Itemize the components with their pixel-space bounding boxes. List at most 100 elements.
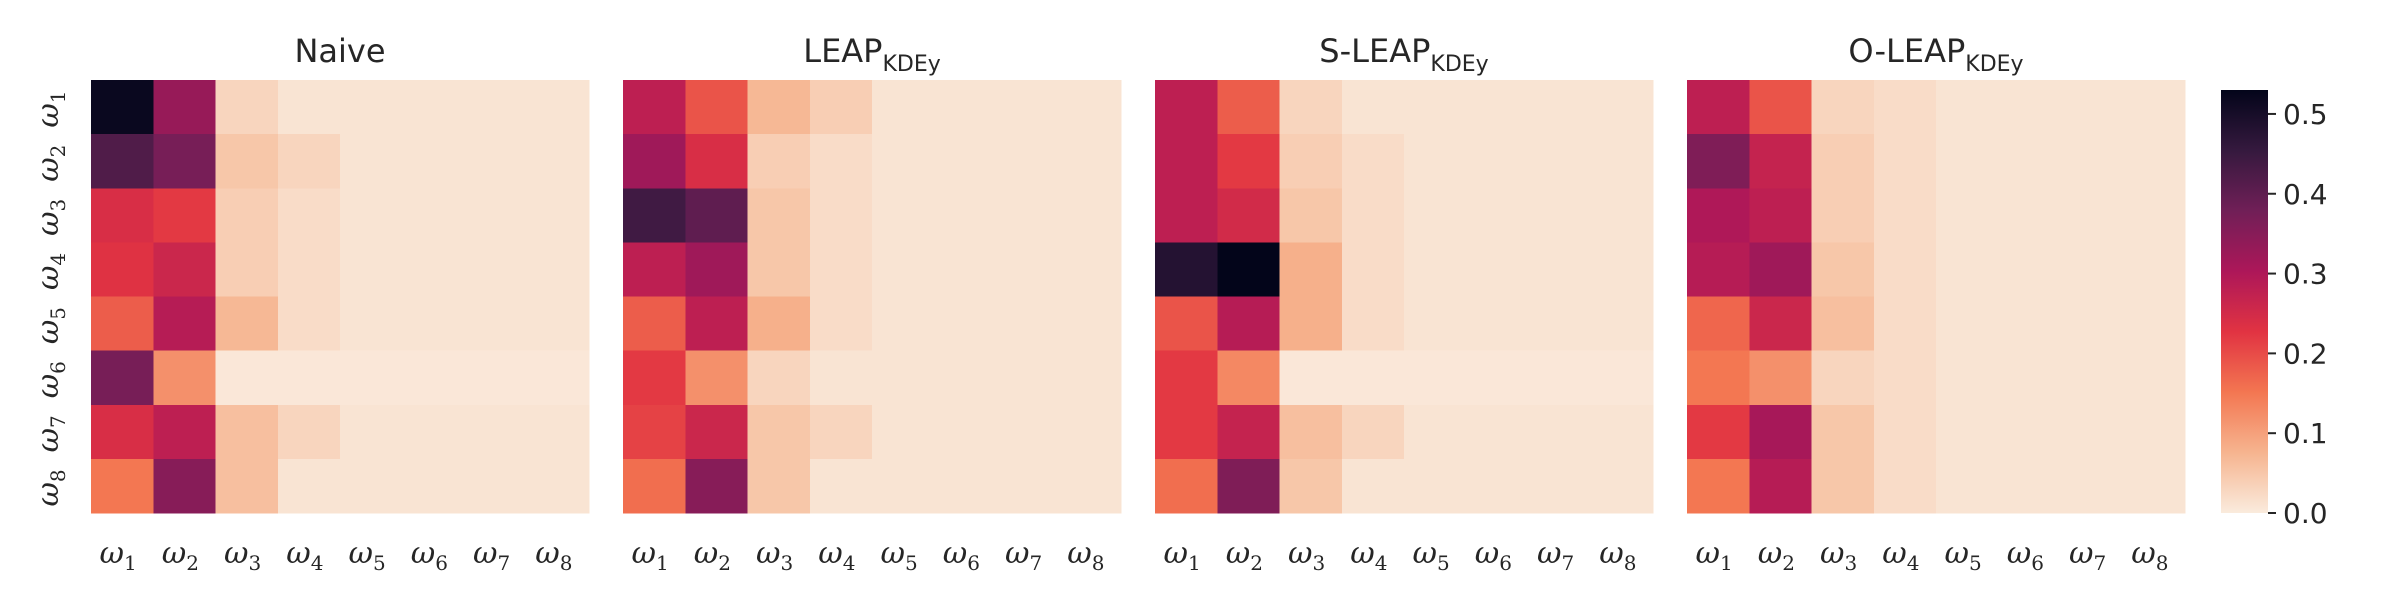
heatmap-cell (1404, 80, 1467, 135)
heatmap-cell (402, 188, 466, 243)
heatmap-cell (1341, 458, 1405, 514)
heatmap-cell (91, 350, 154, 406)
heatmap-cell (1749, 296, 1813, 352)
y-tick-label: ω7 (31, 415, 70, 452)
heatmap-cell (1687, 188, 1750, 243)
heatmap-cell (2122, 350, 2186, 406)
heatmap-cell (1279, 188, 1343, 243)
heatmap-cell (402, 404, 466, 460)
x-tick-label: ω2 (162, 536, 199, 575)
heatmap-cell (1936, 458, 1999, 514)
heatmap-cell (934, 188, 998, 243)
x-tick-label-base: ω (943, 536, 967, 571)
heatmap-cell (1873, 134, 1937, 189)
heatmap-cell (2060, 296, 2124, 352)
y-tick-label-base: ω (31, 103, 66, 127)
heatmap-cell (685, 350, 749, 406)
heatmap-cell (1404, 404, 1467, 460)
colorbar-tick-label: 0.4 (2283, 178, 2328, 211)
heatmap-cell (1466, 134, 1530, 189)
x-tick-label-subscript: 3 (1312, 551, 1325, 575)
heatmap-cell (1058, 350, 1122, 406)
panel-title: O-LEAPKDEy (1848, 32, 2023, 77)
heatmap-cell (1058, 188, 1122, 243)
heatmap-cell (1404, 242, 1467, 298)
heatmap-cell (1528, 350, 1592, 406)
y-tick-label: ω4 (31, 253, 70, 290)
heatmap-cell (1873, 350, 1937, 406)
x-tick-label: ω1 (100, 536, 137, 575)
heatmap-cell (934, 458, 998, 514)
x-tick-label-subscript: 2 (718, 551, 731, 575)
x-tick-label: ω1 (1164, 536, 1201, 575)
x-tick-label-base: ω (1537, 536, 1561, 571)
y-tick-label-subscript: 2 (46, 145, 70, 158)
colorbar-tick-label: 0.3 (2283, 258, 2328, 291)
heatmap-cell (1749, 458, 1813, 514)
heatmap-cell (526, 296, 590, 352)
x-tick-label-base: ω (632, 536, 656, 571)
x-tick-label-subscript: 7 (497, 551, 510, 575)
y-tick-label: ω3 (31, 199, 70, 236)
heatmap-cell (1998, 188, 2062, 243)
heatmap-cell (934, 350, 998, 406)
heatmap-cell (215, 188, 279, 243)
x-tick-label-base: ω (1067, 536, 1091, 571)
heatmap-cell (1873, 80, 1937, 135)
x-tick-label-subscript: 4 (311, 551, 324, 575)
x-tick-label: ω6 (2007, 536, 2044, 575)
heatmap-cell (1528, 80, 1592, 135)
heatmap-cell (685, 242, 749, 298)
x-tick-label-subscript: 5 (905, 551, 918, 575)
heatmap-cell (996, 134, 1060, 189)
heatmap-cell (1936, 404, 1999, 460)
heatmap-cell (747, 350, 811, 406)
heatmap-cell (1873, 242, 1937, 298)
heatmap-cell (1811, 404, 1875, 460)
heatmap-cell (1341, 80, 1405, 135)
heatmap-cell (1528, 404, 1592, 460)
x-tick-label: ω3 (1288, 536, 1325, 575)
x-tick-label: ω7 (473, 536, 510, 575)
y-tick-label-subscript: 8 (46, 469, 70, 482)
heatmap-cell (1749, 404, 1813, 460)
heatmap-cell (2060, 242, 2124, 298)
heatmap-cell (277, 350, 341, 406)
y-tick-label-subscript: 5 (46, 307, 70, 320)
heatmap-cell (1341, 404, 1405, 460)
x-tick-label: ω4 (818, 536, 855, 575)
heatmap-cell (340, 80, 403, 135)
x-tick-label: ω2 (1226, 536, 1263, 575)
heatmap-cell (1404, 458, 1467, 514)
heatmap-cell (934, 242, 998, 298)
heatmap-cell (153, 80, 217, 135)
heatmap-cell (1749, 242, 1813, 298)
heatmap-cell (1058, 458, 1122, 514)
heatmap-cell (623, 134, 686, 189)
x-tick-label-subscript: 2 (186, 551, 199, 575)
heatmap-cell (1217, 188, 1281, 243)
x-tick-label-base: ω (2069, 536, 2093, 571)
heatmap-cell (872, 188, 935, 243)
heatmap-cell (1341, 242, 1405, 298)
x-tick-label: ω8 (2131, 536, 2168, 575)
heatmap-cell (1998, 80, 2062, 135)
heatmap-cell (1590, 188, 1654, 243)
heatmap-cell (809, 350, 873, 406)
heatmap-cell (1811, 80, 1875, 135)
heatmap-cell (1998, 458, 2062, 514)
x-tick-label: ω5 (349, 536, 386, 575)
heatmap-cell (1279, 80, 1343, 135)
heatmap-cell (2060, 188, 2124, 243)
heatmap-cell (809, 188, 873, 243)
heatmap-cell (1590, 80, 1654, 135)
heatmap-cell (1528, 296, 1592, 352)
x-tick-label-base: ω (1945, 536, 1969, 571)
heatmap-cell (464, 134, 528, 189)
heatmap-cell (623, 458, 686, 514)
heatmap-cell (1217, 404, 1281, 460)
heatmap-cell (1279, 242, 1343, 298)
